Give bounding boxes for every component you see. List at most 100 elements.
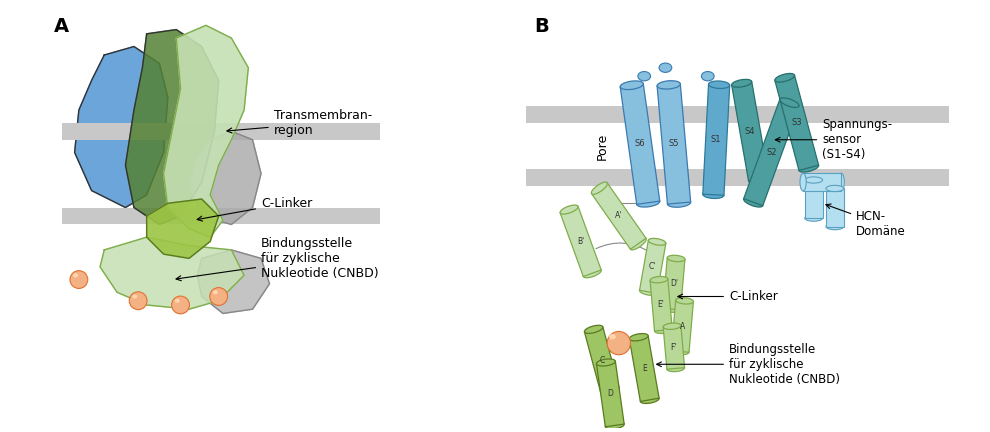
Text: C: C (599, 356, 605, 365)
Ellipse shape (732, 79, 751, 87)
Text: B: B (534, 17, 548, 36)
Ellipse shape (630, 334, 648, 341)
Polygon shape (743, 99, 799, 206)
Ellipse shape (605, 422, 625, 429)
Polygon shape (596, 361, 624, 427)
Text: F': F' (670, 343, 677, 352)
Text: D: D (608, 389, 613, 398)
Polygon shape (805, 180, 823, 218)
Ellipse shape (676, 298, 693, 304)
Ellipse shape (583, 269, 601, 278)
Ellipse shape (805, 215, 823, 221)
Polygon shape (163, 25, 248, 237)
Ellipse shape (805, 177, 823, 183)
Polygon shape (560, 206, 601, 276)
Polygon shape (657, 84, 691, 204)
Ellipse shape (703, 191, 724, 198)
Text: A': A' (615, 212, 623, 220)
Ellipse shape (654, 327, 672, 334)
Polygon shape (197, 250, 269, 314)
Ellipse shape (667, 255, 685, 262)
Polygon shape (803, 173, 842, 191)
Ellipse shape (560, 205, 578, 214)
Ellipse shape (780, 98, 799, 108)
Polygon shape (663, 325, 685, 369)
Polygon shape (592, 183, 646, 249)
Polygon shape (74, 47, 168, 207)
Ellipse shape (663, 323, 681, 330)
Polygon shape (100, 237, 245, 309)
Polygon shape (189, 131, 261, 225)
Text: S1: S1 (711, 135, 722, 144)
Ellipse shape (662, 306, 680, 312)
Ellipse shape (607, 331, 631, 355)
Ellipse shape (640, 289, 657, 295)
Polygon shape (620, 84, 659, 204)
Polygon shape (732, 82, 768, 181)
Ellipse shape (210, 288, 228, 305)
Ellipse shape (839, 173, 844, 191)
Ellipse shape (70, 271, 88, 289)
Ellipse shape (650, 276, 668, 283)
Text: HCN-
Domäne: HCN- Domäne (826, 204, 906, 238)
Text: C': C' (649, 262, 656, 271)
Ellipse shape (709, 81, 730, 89)
Ellipse shape (659, 63, 672, 73)
Ellipse shape (171, 296, 189, 314)
Text: Pore: Pore (595, 133, 609, 160)
Text: E: E (642, 364, 646, 373)
Bar (62, 123, 380, 140)
Polygon shape (826, 188, 843, 227)
Text: Bindungsstelle
für zyklische
Nukleotide (CNBD): Bindungsstelle für zyklische Nukleotide … (656, 343, 840, 386)
Ellipse shape (638, 72, 650, 81)
Text: Bindungsstelle
für zyklische
Nukleotide (CNBD): Bindungsstelle für zyklische Nukleotide … (176, 237, 378, 281)
Ellipse shape (667, 365, 685, 372)
Text: C-Linker: C-Linker (678, 290, 778, 303)
Ellipse shape (609, 334, 616, 340)
Text: S6: S6 (635, 140, 645, 149)
Polygon shape (630, 336, 659, 401)
Ellipse shape (620, 81, 644, 89)
Text: E': E' (657, 301, 664, 309)
Ellipse shape (591, 182, 608, 194)
Polygon shape (775, 75, 819, 171)
Text: Spannungs-
sensor
(S1-S4): Spannungs- sensor (S1-S4) (775, 118, 892, 161)
Polygon shape (126, 29, 219, 225)
Text: S5: S5 (668, 140, 679, 149)
Polygon shape (671, 300, 693, 352)
Ellipse shape (637, 198, 659, 207)
Ellipse shape (826, 223, 843, 230)
Ellipse shape (213, 290, 218, 294)
Ellipse shape (743, 197, 763, 207)
Polygon shape (584, 327, 620, 393)
Ellipse shape (799, 163, 819, 172)
Ellipse shape (748, 175, 768, 183)
Ellipse shape (584, 325, 603, 334)
Text: D': D' (670, 279, 678, 288)
Bar (62, 207, 380, 225)
Ellipse shape (667, 199, 691, 207)
Ellipse shape (174, 299, 180, 303)
Ellipse shape (775, 73, 795, 82)
Text: S3: S3 (791, 118, 802, 127)
Polygon shape (662, 257, 685, 310)
Ellipse shape (73, 273, 78, 277)
Ellipse shape (641, 396, 659, 403)
Bar (526, 106, 949, 123)
Text: C-Linker: C-Linker (197, 197, 312, 221)
Polygon shape (640, 240, 666, 293)
Text: S2: S2 (766, 148, 776, 157)
Ellipse shape (657, 81, 680, 89)
Ellipse shape (671, 348, 689, 355)
Text: B': B' (577, 237, 584, 246)
Ellipse shape (702, 72, 714, 81)
Text: S4: S4 (744, 127, 755, 136)
Ellipse shape (130, 292, 148, 310)
Ellipse shape (601, 387, 620, 395)
Polygon shape (703, 84, 730, 195)
Ellipse shape (800, 173, 806, 191)
Ellipse shape (596, 359, 616, 366)
Text: Transmembran-
region: Transmembran- region (227, 109, 372, 137)
Ellipse shape (648, 238, 666, 245)
Ellipse shape (826, 185, 843, 191)
